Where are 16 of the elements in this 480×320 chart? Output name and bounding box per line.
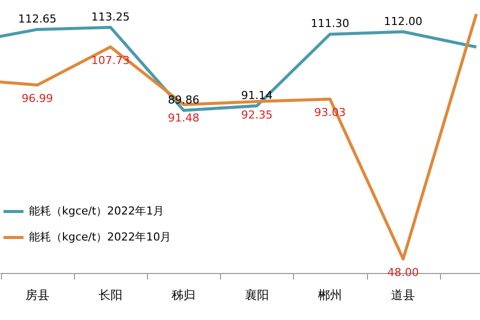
data-label: 112.00 [384,14,422,28]
x-tick-label: 道县 [391,288,416,302]
legend-label: 能耗（kgce/t）2022年1月 [29,204,164,218]
x-tick-label: 秭归 [172,288,196,302]
data-label: 111.30 [310,17,350,30]
x-tick-label: 房县 [25,288,50,302]
x-tick-label: 襄阳 [244,288,269,302]
data-label: 112.65 [18,12,57,26]
data-label: 96.99 [22,92,54,106]
data-label: 92.35 [241,108,273,122]
legend-label: 能耗（kgce/t）2022年10月 [29,230,172,244]
data-label: 48.00 [387,266,419,279]
data-label: 113.25 [91,10,130,24]
data-label: 91.48 [168,112,200,125]
x-tick-label: 长阳 [98,288,122,302]
x-tick-label: 郴州 [318,288,342,302]
